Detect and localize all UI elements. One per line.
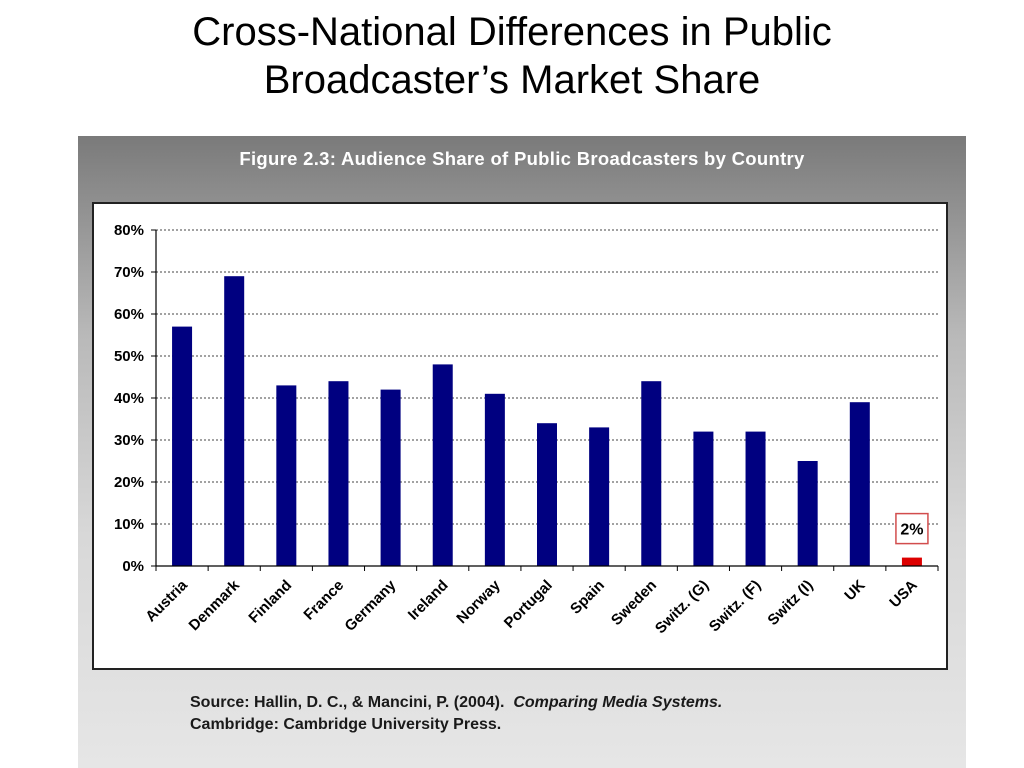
bar	[380, 389, 401, 566]
bar	[224, 276, 245, 566]
bar	[745, 431, 766, 566]
bar	[901, 557, 922, 566]
x-tick-label: Finland	[245, 577, 295, 627]
bar	[641, 381, 662, 566]
x-tick-label: UK	[841, 577, 868, 604]
x-tick-label: Ireland	[405, 577, 452, 624]
y-tick-label: 50%	[114, 348, 144, 365]
source-book-title: Comparing Media Systems.	[513, 694, 723, 711]
x-tick-label: Sweden	[608, 577, 660, 629]
figure-panel: Figure 2.3: Audience Share of Public Bro…	[78, 136, 966, 768]
bar	[276, 385, 297, 566]
data-label: 2%	[900, 522, 923, 539]
x-tick-label: Germany	[341, 576, 399, 634]
bar	[797, 461, 818, 566]
y-tick-label: 70%	[114, 264, 144, 281]
x-tick-label: Austria	[142, 576, 191, 625]
x-tick-label: Switz. (G)	[652, 577, 712, 637]
x-tick-label: Norway	[453, 576, 504, 627]
x-tick-label: Switz. (F)	[706, 577, 765, 636]
source-line-1: Source: Hallin, D. C., & Mancini, P. (20…	[190, 692, 722, 714]
source-prefix: Source: Hallin, D. C., & Mancini, P. (20…	[190, 694, 505, 711]
bar	[693, 431, 714, 566]
bar	[328, 381, 349, 566]
bar	[589, 427, 610, 566]
data-label-box	[895, 512, 929, 545]
bar	[172, 326, 193, 566]
slide-title-line-1: Cross-National Differences in Public	[192, 10, 832, 54]
x-tick-label: Portugal	[501, 577, 556, 632]
slide-title: Cross-National Differences in Public Bro…	[0, 8, 1024, 104]
figure-title: Figure 2.3: Audience Share of Public Bro…	[239, 148, 805, 169]
bar-chart: 0% 10% 20% 30% 40% 50% 60% 70% 80% 2% AustriaDenma…	[114, 222, 939, 637]
y-tick-label: 10%	[114, 516, 144, 533]
x-tick-label: Switz (I)	[764, 577, 816, 629]
y-tick-label: 30%	[114, 432, 144, 449]
x-tick-label: USA	[886, 577, 921, 612]
source-citation: Source: Hallin, D. C., & Mancini, P. (20…	[190, 692, 722, 736]
source-line-2: Cambridge: Cambridge University Press.	[190, 716, 502, 733]
x-tick-label: France	[300, 577, 347, 624]
bar	[484, 393, 505, 566]
x-tick-label: Denmark	[186, 576, 244, 634]
y-tick-label: 80%	[114, 222, 144, 239]
slide-title-line-2: Broadcaster’s Market Share	[263, 58, 761, 102]
bar	[537, 423, 557, 566]
y-tick-label: 40%	[114, 390, 144, 407]
y-tick-label: 20%	[114, 474, 144, 491]
x-tick-label: Spain	[567, 577, 608, 618]
bar	[849, 402, 870, 566]
y-tick-label: 0%	[122, 558, 144, 575]
bar	[432, 364, 453, 566]
chart-area: 0% 10% 20% 30% 40% 50% 60% 70% 80% 2% Austria Denma…	[92, 202, 948, 670]
y-tick-label: 60%	[114, 306, 144, 323]
